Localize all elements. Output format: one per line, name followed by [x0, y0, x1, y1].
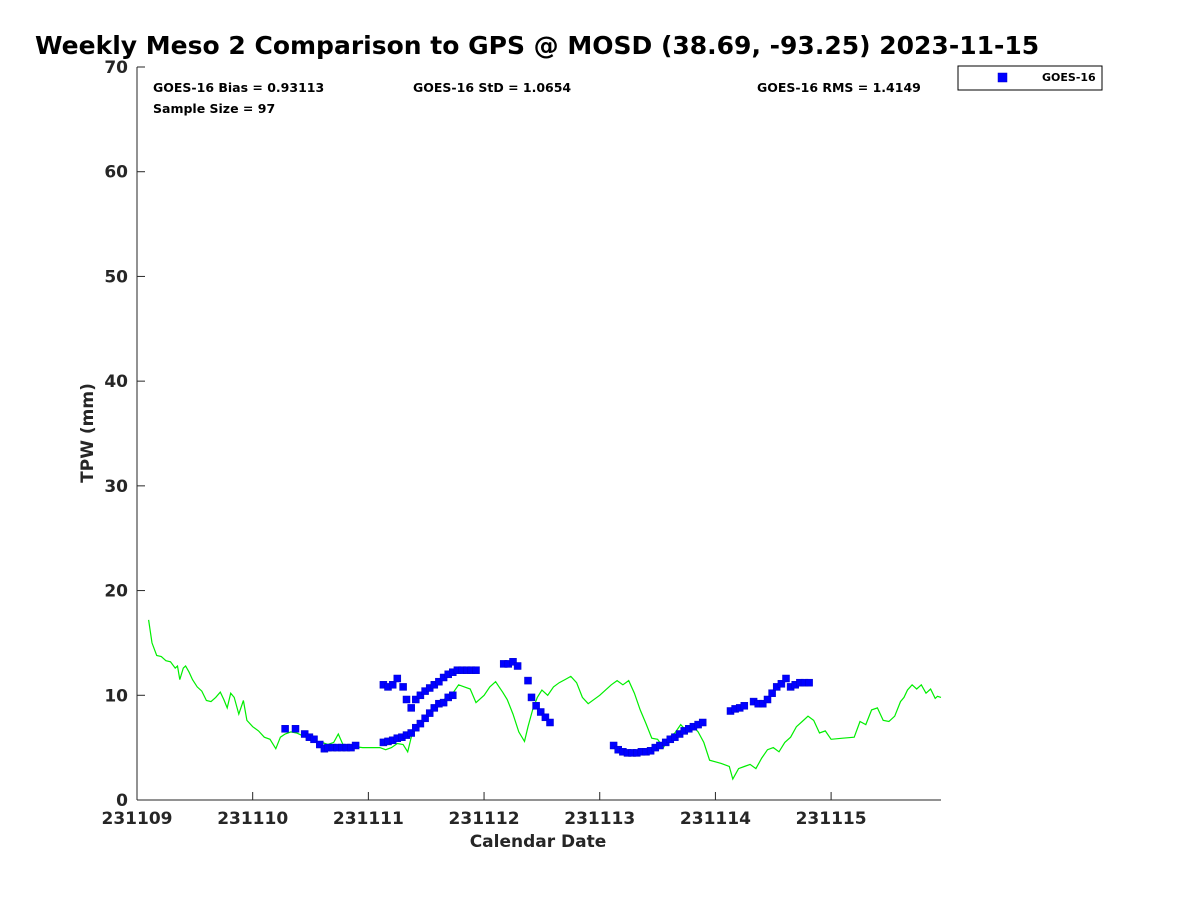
legend-box [957, 65, 1103, 91]
stat-rms: GOES-16 RMS = 1.4149 [757, 80, 921, 95]
goes16-point [759, 699, 767, 708]
goes16-point [740, 702, 749, 710]
y-axis-label: TPW (mm) [78, 383, 98, 483]
y-tick-label: 40 [104, 372, 128, 392]
goes16-point [412, 723, 420, 732]
legend-label-goes16: GOES-16 [1042, 71, 1096, 84]
series-layer [148, 619, 942, 781]
goes16-point [388, 681, 397, 689]
goes16-point [609, 741, 618, 750]
goes16-point [416, 719, 425, 728]
series-line-gps [148, 619, 942, 781]
goes16-point [524, 676, 532, 685]
goes16-point [768, 689, 776, 697]
goes16-point [399, 683, 407, 691]
goes16-point [393, 674, 402, 683]
legend: GOES-16 [957, 65, 1103, 91]
goes16-point [509, 658, 517, 666]
goes16-point [763, 695, 772, 704]
goes16-point [536, 708, 545, 716]
y-tick-label: 50 [104, 267, 128, 287]
x-axis-label: Calendar Date [470, 832, 607, 852]
goes16-point [416, 691, 425, 700]
goes16-point [421, 714, 429, 723]
goes16-point [777, 680, 786, 688]
y-tick-label: 10 [104, 686, 128, 706]
goes16-point [449, 691, 457, 700]
goes16-point [407, 704, 415, 712]
goes16-point [351, 741, 360, 750]
goes16-point [546, 718, 554, 727]
y-tick-label: 70 [104, 58, 128, 78]
goes16-point [805, 678, 813, 687]
goes16-point [425, 709, 434, 717]
legend-marker-goes16 [997, 72, 1008, 83]
goes16-point [402, 695, 411, 704]
stat-std: GOES-16 StD = 1.0654 [413, 80, 571, 95]
x-tick-label: 231112 [449, 809, 520, 829]
x-tick-label: 231109 [102, 809, 173, 829]
x-tick-label: 231115 [796, 809, 867, 829]
goes16-point [316, 740, 324, 749]
goes16-point [513, 662, 522, 670]
goes16-point [698, 718, 707, 727]
chart-title: Weekly Meso 2 Comparison to GPS @ MOSD (… [35, 31, 1039, 60]
goes16-point [439, 698, 448, 707]
goes16-point [407, 729, 415, 737]
goes16-point [281, 725, 289, 733]
goes16-point [532, 702, 540, 710]
goes16-point [782, 674, 790, 683]
y-tick-label: 30 [104, 477, 128, 497]
goes16-point [527, 693, 536, 702]
goes16-point [472, 666, 480, 674]
goes16-point [310, 735, 318, 744]
goes16-point [412, 695, 420, 704]
x-tick-label: 231113 [564, 809, 635, 829]
y-tick-label: 20 [104, 582, 128, 602]
goes16-point [435, 677, 443, 686]
plot-axes: 0 10 20 30 40 50 60 70 231109 231110 231111 231112 2… [102, 58, 941, 829]
y-tick-label: 60 [104, 163, 128, 183]
x-tick-label: 231111 [333, 809, 404, 829]
goes16-point [291, 725, 300, 733]
x-tick-label: 231114 [680, 809, 751, 829]
x-tick-label: 231110 [217, 809, 288, 829]
goes16-point [541, 713, 550, 722]
y-tick-label: 0 [116, 791, 128, 811]
stat-bias: GOES-16 Bias = 0.93113 [153, 80, 324, 95]
stat-sample-size: Sample Size = 97 [153, 101, 275, 116]
goes16-point [430, 704, 439, 712]
